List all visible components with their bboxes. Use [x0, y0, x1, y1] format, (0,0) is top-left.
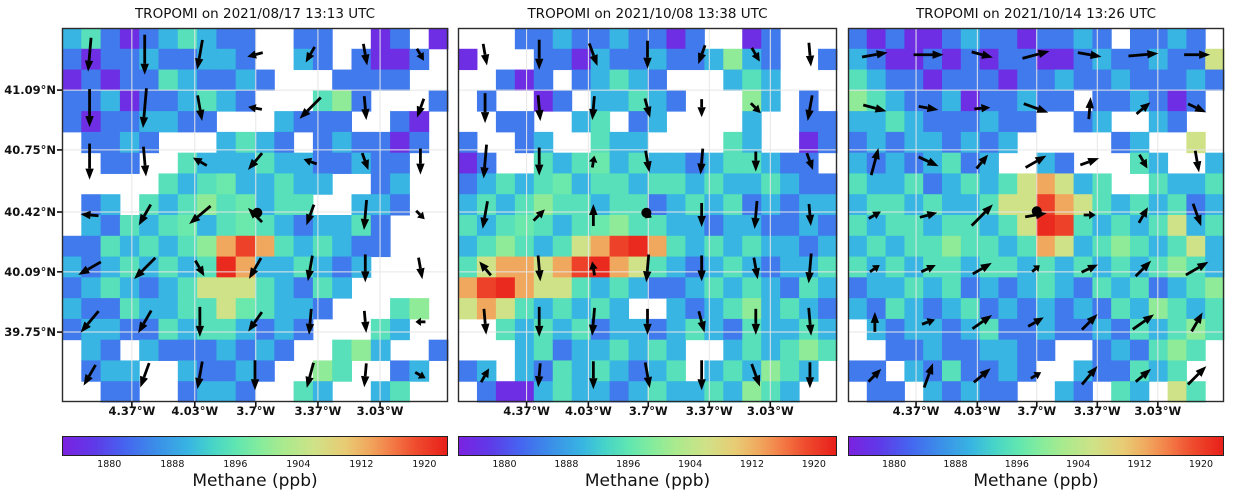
- colorbar-label: Methane (ppb): [973, 471, 1099, 491]
- colorbar-label: Methane (ppb): [584, 471, 711, 491]
- source-marker-dot: [641, 207, 652, 218]
- colorbar-tick-label: 1912: [739, 459, 764, 470]
- axis-ticks: [57, 89, 381, 407]
- source-marker-dot: [1031, 206, 1042, 217]
- plot-frame: [61, 27, 449, 403]
- colorbar: [458, 436, 837, 456]
- x-tick-label: 3.7°W: [1017, 404, 1057, 418]
- y-tick-label: 39.75°N: [4, 325, 56, 340]
- colorbar-tick-label: 1904: [677, 459, 703, 470]
- colorbar-tick-label: 1888: [554, 459, 579, 470]
- x-tick-label: 4.37°W: [108, 404, 156, 418]
- x-tick-label: 3.37°W: [294, 404, 342, 418]
- x-tick-label: 3.37°W: [685, 404, 733, 418]
- colorbar-tick-label: 1896: [616, 459, 641, 470]
- x-axis-labels: 4.37°W 4.03°W 3.7°W 3.37°W 3.03°W: [848, 404, 1224, 424]
- axis-ticks: [525, 402, 772, 407]
- colorbar-tick-label: 1920: [801, 459, 826, 470]
- x-tick-label: 4.37°W: [503, 404, 550, 418]
- x-tick-label: 3.7°W: [628, 404, 668, 418]
- colorbar-ticks: 1880 1888 1896 1904 1912 1920: [848, 459, 1224, 471]
- panel-title: TROPOMI on 2021/10/14 13:26 UTC: [915, 6, 1157, 22]
- panel-title: TROPOMI on 2021/08/17 13:13 UTC: [134, 6, 376, 22]
- source-marker-dot: [252, 207, 263, 218]
- x-axis-labels: 4.37°W 4.03°W 3.7°W 3.37°W 3.03°W: [458, 404, 837, 424]
- colorbar-tick-label: 1904: [1066, 459, 1091, 470]
- y-axis-labels: 41.09°N 40.75°N 40.42°N 40.09°N 39.75°N: [0, 28, 56, 402]
- colorbar-tick-label: 1896: [1004, 459, 1029, 470]
- wind-arrows: [78, 34, 426, 391]
- colorbar-tick-label: 1904: [286, 459, 311, 470]
- colorbar-tick-label: 1920: [1188, 459, 1214, 470]
- x-tick-label: 3.7°W: [236, 404, 276, 418]
- y-tick-label: 40.09°N: [4, 264, 56, 279]
- x-tick-label: 3.37°W: [1073, 404, 1121, 418]
- colorbar-tick-label: 1912: [349, 459, 374, 470]
- methane-map: [847, 27, 1225, 407]
- colorbar-ticks: 1880 1888 1896 1904 1912 1920: [458, 459, 837, 471]
- colorbar-tick-label: 1880: [881, 459, 907, 470]
- y-tick-label: 40.42°N: [4, 205, 56, 219]
- wind-arrows: [861, 49, 1211, 388]
- x-axis-labels: 4.37°W 4.03°W 3.7°W 3.37°W 3.03°W: [62, 404, 448, 424]
- colorbar-ticks: 1880 1888 1896 1904 1912 1920: [62, 459, 448, 471]
- colorbar-tick-label: 1888: [160, 459, 185, 470]
- colorbar-tick-label: 1896: [223, 459, 248, 470]
- plot-frame: [457, 27, 838, 403]
- colorbar-tick-label: 1880: [492, 459, 517, 470]
- colorbar: [848, 436, 1224, 456]
- heatmap-cells: [62, 28, 449, 403]
- heatmap-cells: [848, 28, 1225, 403]
- x-tick-label: 4.03°W: [953, 404, 1001, 418]
- wind-arrows: [479, 39, 815, 391]
- colorbar-tick-label: 1912: [1127, 459, 1152, 470]
- colorbar: [62, 436, 448, 456]
- graticule: [848, 28, 1224, 402]
- colorbar-label: Methane (ppb): [192, 471, 318, 491]
- y-tick-label: 41.09°N: [4, 83, 56, 98]
- plot-frame: [847, 27, 1225, 403]
- x-tick-label: 3.03°W: [356, 404, 404, 418]
- x-tick-label: 4.03°W: [564, 404, 612, 418]
- colorbar-tick-label: 1888: [943, 459, 968, 470]
- methane-map: [57, 27, 449, 407]
- colorbar-tick-label: 1920: [412, 459, 437, 470]
- colorbar-tick-label: 1880: [97, 459, 122, 470]
- x-tick-label: 4.03°W: [171, 404, 219, 418]
- x-tick-label: 3.03°W: [746, 404, 794, 418]
- x-tick-label: 3.03°W: [1134, 404, 1182, 418]
- y-tick-label: 40.75°N: [4, 142, 56, 157]
- methane-map: [457, 27, 838, 407]
- panel-title: TROPOMI on 2021/10/08 13:38 UTC: [527, 6, 768, 22]
- x-tick-label: 4.37°W: [892, 404, 940, 418]
- axis-ticks: [915, 402, 1159, 407]
